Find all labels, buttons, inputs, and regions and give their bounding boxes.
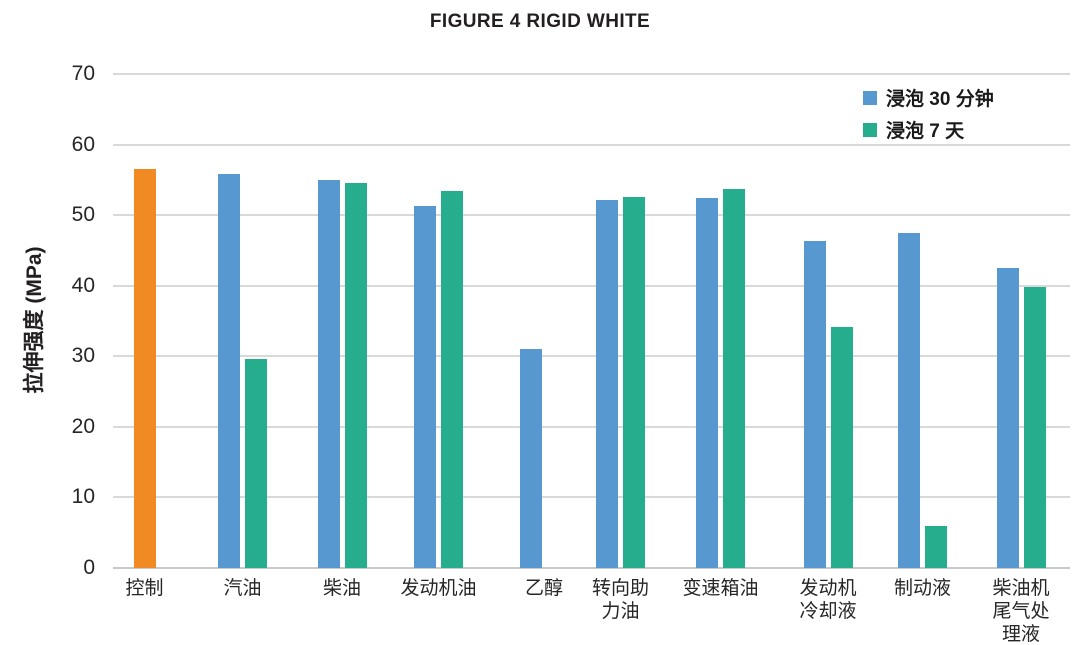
y-axis-tick-label: 50 [71, 203, 95, 227]
legend-label-soak7days: 浸泡 7 天 [886, 121, 965, 142]
legend-item-soak7days: 浸泡 7 天 [863, 116, 994, 143]
bar-soak7days-1 [245, 359, 267, 568]
x-axis-label-3: 发动机油 [377, 577, 501, 600]
gridline-40 [113, 284, 1070, 287]
y-axis-tick-label: 30 [71, 344, 95, 368]
x-axis-label-line: 理液 [1001, 624, 1040, 645]
gridline-60 [113, 143, 1070, 146]
bar-soak30min-2 [317, 179, 340, 568]
x-axis-label-line: 发动机油 [400, 578, 477, 599]
x-axis-label-line: 汽油 [223, 578, 262, 599]
x-axis-label-2: 柴油 [280, 577, 404, 600]
x-axis-label-line: 力油 [601, 601, 640, 622]
bar-soak7days-5 [623, 196, 645, 568]
y-axis-title: 拉伸强度 (MPa) [23, 246, 46, 394]
y-axis-tick-label: 0 [83, 556, 95, 579]
gridline-70 [113, 73, 1070, 75]
bar-soak7days-9 [1023, 287, 1046, 568]
bar-soak30min-6 [696, 198, 718, 568]
gridline-30 [113, 355, 1070, 358]
bar-soak7days-2 [344, 182, 367, 568]
x-axis-label-9: 柴油机 尾气处 理液 [959, 577, 1080, 645]
legend-swatch-soak30min [863, 90, 877, 105]
x-axis-label-4: 乙醇 [482, 577, 606, 600]
x-axis-label-line: 冷却液 [799, 601, 857, 622]
x-axis-label-line: 乙醇 [524, 578, 563, 599]
x-axis-label-0: 控制 [83, 577, 207, 600]
y-axis-tick-label: 20 [71, 414, 95, 438]
bar-soak7days-3 [441, 191, 463, 568]
legend-item-soak30min: 浸泡 30 分钟 [863, 84, 994, 111]
bar-soak7days-6 [723, 189, 745, 568]
x-axis-label-5: 转向助 力油 [559, 577, 683, 623]
y-axis-tick-label: 60 [71, 132, 95, 156]
x-axis-label-line: 制动液 [893, 578, 951, 599]
y-axis-tick-label: 10 [71, 485, 95, 509]
y-axis-tick-label: 70 [71, 62, 95, 85]
gridline-20 [113, 425, 1070, 428]
gridline-0 [113, 567, 1070, 569]
y-axis-tick-label: 40 [71, 273, 95, 297]
bar-soak30min-1 [218, 174, 240, 568]
bar-soak30min-7 [803, 241, 826, 568]
x-axis-label-6: 变速箱油 [659, 577, 783, 600]
x-axis-label-line: 柴油 [322, 578, 361, 599]
bar-soak7days-7 [830, 326, 853, 568]
bar-control-0 [133, 169, 156, 568]
legend-swatch-soak7days [863, 122, 877, 137]
legend: 浸泡 30 分钟 浸泡 7 天 [863, 84, 994, 143]
x-axis-label-8: 制动液 [861, 577, 985, 600]
gridline-50 [113, 214, 1070, 217]
bar-soak30min-5 [596, 200, 618, 568]
chart-title: FIGURE 4 RIGID WHITE [429, 11, 651, 32]
gridline-10 [113, 496, 1070, 499]
x-axis-label-line: 控制 [125, 578, 164, 599]
x-axis-label-line: 发动机 [799, 578, 857, 599]
x-axis-label-line: 柴油机 [992, 578, 1050, 599]
bar-soak30min-9 [996, 268, 1019, 568]
x-axis-label-line: 尾气处 [992, 601, 1050, 622]
bar-soak30min-4 [519, 349, 542, 568]
legend-label-soak30min: 浸泡 30 分钟 [886, 89, 994, 110]
bar-soak30min-8 [898, 232, 920, 568]
x-axis-label-7: 发动机 冷却液 [766, 577, 890, 623]
x-axis-label-line: 变速箱油 [682, 578, 759, 599]
x-axis-label-line: 转向助 [591, 578, 649, 599]
bar-soak30min-3 [414, 205, 436, 568]
x-axis-label-1: 汽油 [181, 577, 305, 600]
bar-soak7days-8 [925, 526, 947, 568]
